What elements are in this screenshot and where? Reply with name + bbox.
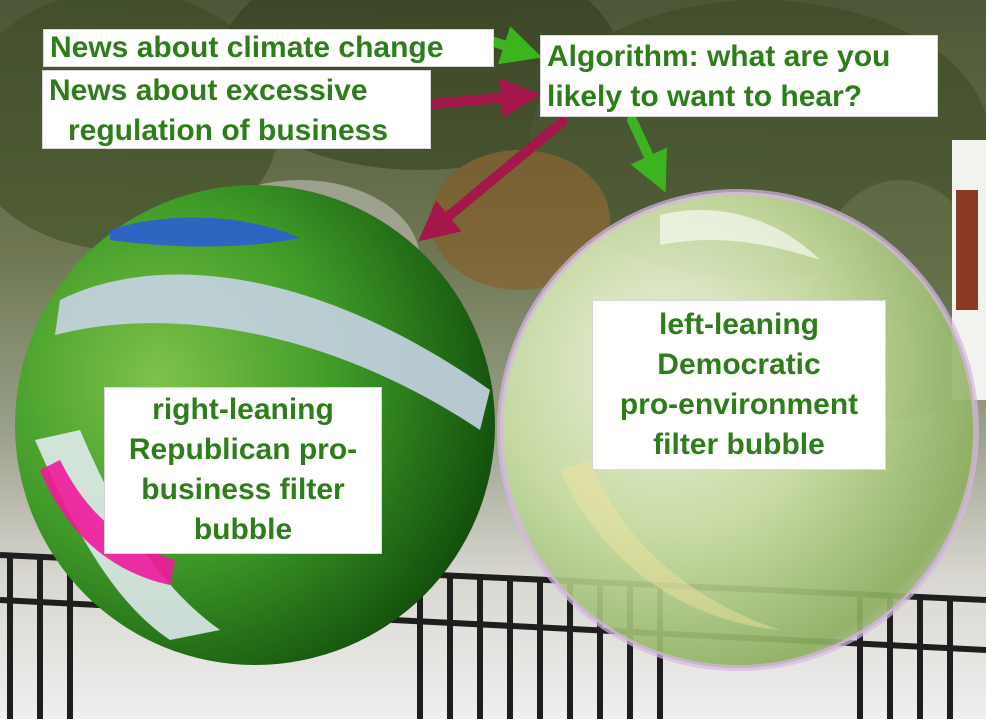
news-climate-label: News about climate change <box>43 29 494 67</box>
left-bubble-line2: Democratic <box>657 348 821 381</box>
house-brick <box>956 190 978 310</box>
algorithm-label: Algorithm: what are you likely to want t… <box>540 35 938 117</box>
arrow-algorithm-to-left-bubble <box>627 115 667 193</box>
algorithm-line2: likely to want to hear? <box>547 80 863 113</box>
arrow-climate-to-algorithm <box>489 26 543 65</box>
right-bubble-line3: business filter <box>141 473 345 506</box>
right-bubble-label: right-leaning Republican pro- business f… <box>104 387 382 554</box>
arrow-regulation-to-algorithm <box>427 78 541 118</box>
left-bubble-line3: pro-environment <box>619 388 859 421</box>
arrows <box>418 26 667 242</box>
left-bubble-line1: left-leaning <box>658 308 819 341</box>
news-regulation-line2: regulation of business <box>68 114 389 147</box>
news-regulation-line1: News about excessive <box>49 74 368 107</box>
right-bubble-line2: Republican pro- <box>128 433 358 466</box>
left-bubble-label: left-leaning Democratic pro-environment … <box>592 300 886 470</box>
news-regulation-label: News about excessive regulation of busin… <box>42 70 431 149</box>
right-bubble-line4: bubble <box>193 513 293 546</box>
news-climate-text: News about climate change <box>50 31 444 64</box>
algorithm-line1: Algorithm: what are you <box>547 40 891 73</box>
right-bubble-line1: right-leaning <box>152 393 334 426</box>
arrow-algorithm-to-right-bubble <box>418 117 567 242</box>
left-bubble-line4: filter bubble <box>653 428 825 461</box>
